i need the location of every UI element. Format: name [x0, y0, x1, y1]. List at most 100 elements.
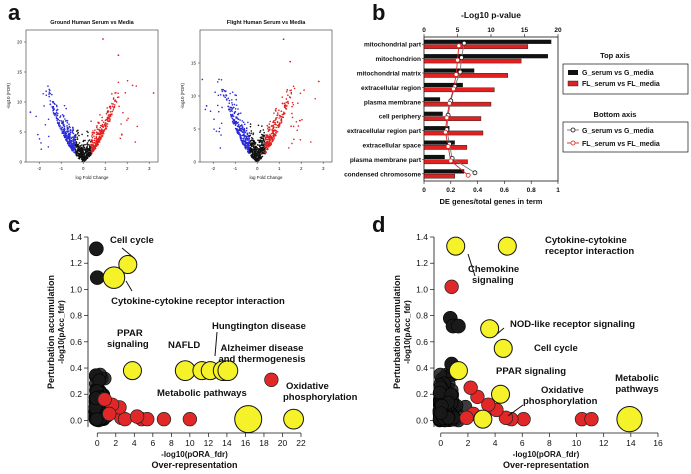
- volcano-point: [114, 99, 117, 101]
- volcano-point: [251, 147, 253, 150]
- volcano-point: [86, 142, 89, 144]
- volcano-point: [234, 107, 237, 110]
- x-tick-label: 10: [572, 438, 582, 448]
- volcano-point: [66, 125, 68, 127]
- line-point-ground: [457, 69, 463, 75]
- legend-bottom-entry: FL_serum vs FL_media: [582, 141, 660, 148]
- volcano-point: [283, 104, 286, 107]
- pathway-scatter-d: 0.0 0.2 0.4 0.6 0.8 1.0 1.2 1.4 0 2 4 6 8 10 12 14 16 -lo…: [392, 232, 663, 470]
- volcano-point: [74, 136, 77, 139]
- x-tick-label: 8: [547, 438, 552, 448]
- volcano-point: [250, 130, 253, 132]
- volcano-outlier-point: [205, 105, 208, 107]
- volcano-point: [111, 105, 114, 108]
- bottom-axis-label: DE genes/total genes in term: [440, 197, 543, 206]
- volcano-point: [97, 133, 99, 135]
- legend-top-box: [562, 63, 689, 95]
- volcano-point: [108, 117, 110, 119]
- volcano-point: [53, 102, 56, 105]
- volcano-point: [127, 117, 129, 120]
- volcano-point: [229, 92, 231, 95]
- volcano-point: [263, 131, 266, 134]
- volcano-point: [86, 143, 88, 145]
- volcano-point: [252, 133, 254, 136]
- volcano-xlabel: log Fold Change: [75, 175, 109, 180]
- x-tick-label: 22: [296, 438, 306, 448]
- volcano-point: [89, 152, 92, 154]
- volcano-point: [52, 109, 55, 111]
- volcano-point: [260, 147, 263, 149]
- pathway-label: Metabolic pathways: [157, 388, 247, 399]
- volcano-point: [94, 147, 96, 149]
- volcano-point: [102, 121, 105, 124]
- highlighted-pathway-point: [616, 406, 643, 433]
- isolated-point: [451, 318, 466, 334]
- volcano-xtick-label: -2: [37, 166, 41, 171]
- legend-marker-flight: [570, 140, 576, 146]
- volcano-point: [86, 146, 88, 149]
- volcano-xtick-label: -1: [59, 166, 63, 171]
- volcano-point: [56, 114, 58, 116]
- background-point: [89, 412, 104, 426]
- volcano-point: [201, 78, 204, 81]
- significant-point: [459, 410, 474, 425]
- y-tick-label: 0.6: [70, 337, 82, 347]
- legend-marker-ground: [570, 127, 576, 133]
- isolated-point: [89, 270, 105, 285]
- volcano-point: [243, 140, 245, 143]
- volcano-point: [272, 124, 275, 127]
- volcano-point: [219, 147, 222, 149]
- volcano-point: [253, 143, 256, 146]
- volcano-point: [69, 141, 72, 144]
- significant-point: [444, 279, 459, 294]
- x-tick-label: 4: [132, 438, 137, 448]
- volcano-point: [124, 92, 127, 94]
- volcano-point: [241, 134, 244, 137]
- volcano-point: [236, 132, 239, 135]
- volcano-point: [217, 94, 220, 97]
- y-tick-label: 0.6: [416, 337, 428, 347]
- bottom-axis-tick-label: 0.6: [500, 187, 509, 194]
- highlighted-pathway-point: [497, 236, 517, 256]
- volcano-point: [264, 137, 267, 140]
- volcano-point: [92, 144, 94, 146]
- volcano-point: [63, 135, 66, 137]
- pathway-label: phosphorylation: [523, 396, 598, 407]
- volcano-point: [230, 106, 232, 109]
- volcano-point: [62, 120, 65, 122]
- volcano-point: [221, 88, 223, 91]
- volcano-point: [95, 139, 98, 142]
- category-label: extracellular region: [361, 85, 421, 92]
- volcano-point: [270, 143, 273, 146]
- volcano-point: [239, 125, 242, 127]
- volcano-point: [95, 126, 98, 129]
- volcano-point: [66, 128, 69, 131]
- bar-ground: [424, 154, 445, 160]
- volcano-point: [260, 136, 263, 138]
- volcano-point: [71, 147, 74, 150]
- volcano-point: [227, 97, 230, 100]
- volcano-point: [237, 118, 240, 121]
- volcano-point: [102, 131, 105, 134]
- volcano-point: [287, 101, 289, 103]
- volcano-xtick-label: 1: [104, 166, 107, 171]
- volcano-point: [241, 124, 243, 127]
- volcano-outlier-point: [102, 38, 104, 40]
- volcano-point: [244, 135, 246, 137]
- volcano-point: [98, 133, 101, 136]
- volcano-point: [243, 127, 246, 130]
- volcano-point: [255, 156, 257, 158]
- volcano-point: [49, 100, 52, 102]
- x-axis-label: -log10(pORA_fdr): [513, 450, 580, 459]
- volcano-point: [76, 143, 79, 146]
- volcano-point: [47, 146, 50, 148]
- volcano-point: [277, 126, 280, 129]
- significant-point: [584, 411, 599, 427]
- highlighted-pathway-point: [118, 255, 138, 275]
- volcano-point: [78, 142, 81, 144]
- volcano-point: [241, 120, 244, 122]
- volcano-point: [261, 148, 263, 151]
- volcano-point: [248, 141, 250, 144]
- category-label: mitochondrial part: [364, 42, 422, 49]
- legend-top-title: Top axis: [600, 51, 630, 60]
